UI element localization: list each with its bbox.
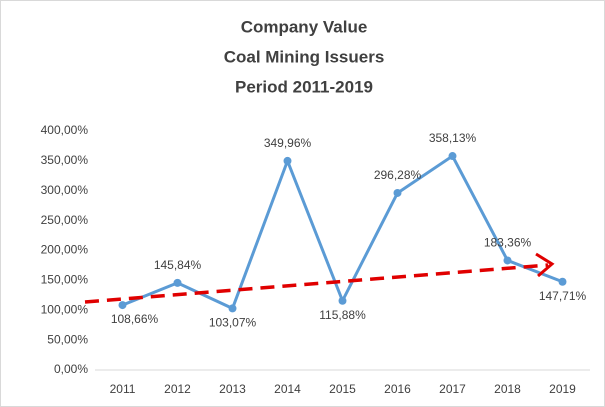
x-tick-label: 2015 bbox=[329, 382, 356, 396]
trend-arrowhead bbox=[535, 252, 555, 278]
x-tick-label: 2012 bbox=[164, 382, 191, 396]
trend-arrow bbox=[84, 263, 549, 304]
data-label: 108,66% bbox=[111, 312, 159, 326]
chart-title: Coal Mining Issuers bbox=[224, 47, 385, 66]
point bbox=[558, 277, 567, 286]
point bbox=[173, 278, 182, 287]
x-tick-label: 2011 bbox=[110, 382, 136, 396]
y-tick-label: 150,00% bbox=[41, 273, 89, 287]
y-tick-label: 400,00% bbox=[41, 123, 89, 137]
x-tick-label: 2019 bbox=[549, 382, 576, 396]
x-tick-label: 2018 bbox=[494, 382, 521, 396]
data-label: 103,07% bbox=[209, 316, 257, 330]
y-tick-label: 350,00% bbox=[41, 153, 89, 167]
y-tick-label: 0,00% bbox=[54, 362, 88, 376]
point bbox=[448, 152, 457, 161]
x-tick-label: 2017 bbox=[439, 382, 466, 396]
x-tick-label: 2014 bbox=[274, 382, 301, 396]
data-label: 147,71% bbox=[539, 289, 587, 303]
data-label: 296,28% bbox=[374, 168, 422, 182]
point bbox=[283, 156, 292, 165]
point bbox=[228, 304, 237, 313]
chart-title: Period 2011-2019 bbox=[235, 77, 373, 96]
point bbox=[338, 296, 347, 305]
point bbox=[118, 301, 127, 310]
chart-title: Company Value bbox=[241, 17, 368, 36]
data-label: 183,36% bbox=[484, 236, 532, 250]
data-label: 358,13% bbox=[429, 131, 477, 145]
y-tick-label: 100,00% bbox=[41, 302, 89, 316]
data-label: 115,88% bbox=[319, 308, 366, 322]
data-label: 145,84% bbox=[154, 258, 202, 272]
y-tick-label: 250,00% bbox=[41, 213, 89, 227]
data-label: 349,96% bbox=[264, 136, 312, 150]
y-tick-label: 200,00% bbox=[41, 243, 89, 257]
y-tick-label: 50,00% bbox=[47, 332, 88, 346]
point bbox=[503, 256, 512, 265]
x-tick-label: 2013 bbox=[219, 382, 246, 396]
plot-area: 0,00% 50,00% 100,00% 150,00% 200,00% 250,00% 3… bbox=[41, 123, 590, 396]
point bbox=[393, 188, 402, 197]
y-tick-label: 300,00% bbox=[41, 183, 89, 197]
x-tick-label: 2016 bbox=[384, 382, 411, 396]
